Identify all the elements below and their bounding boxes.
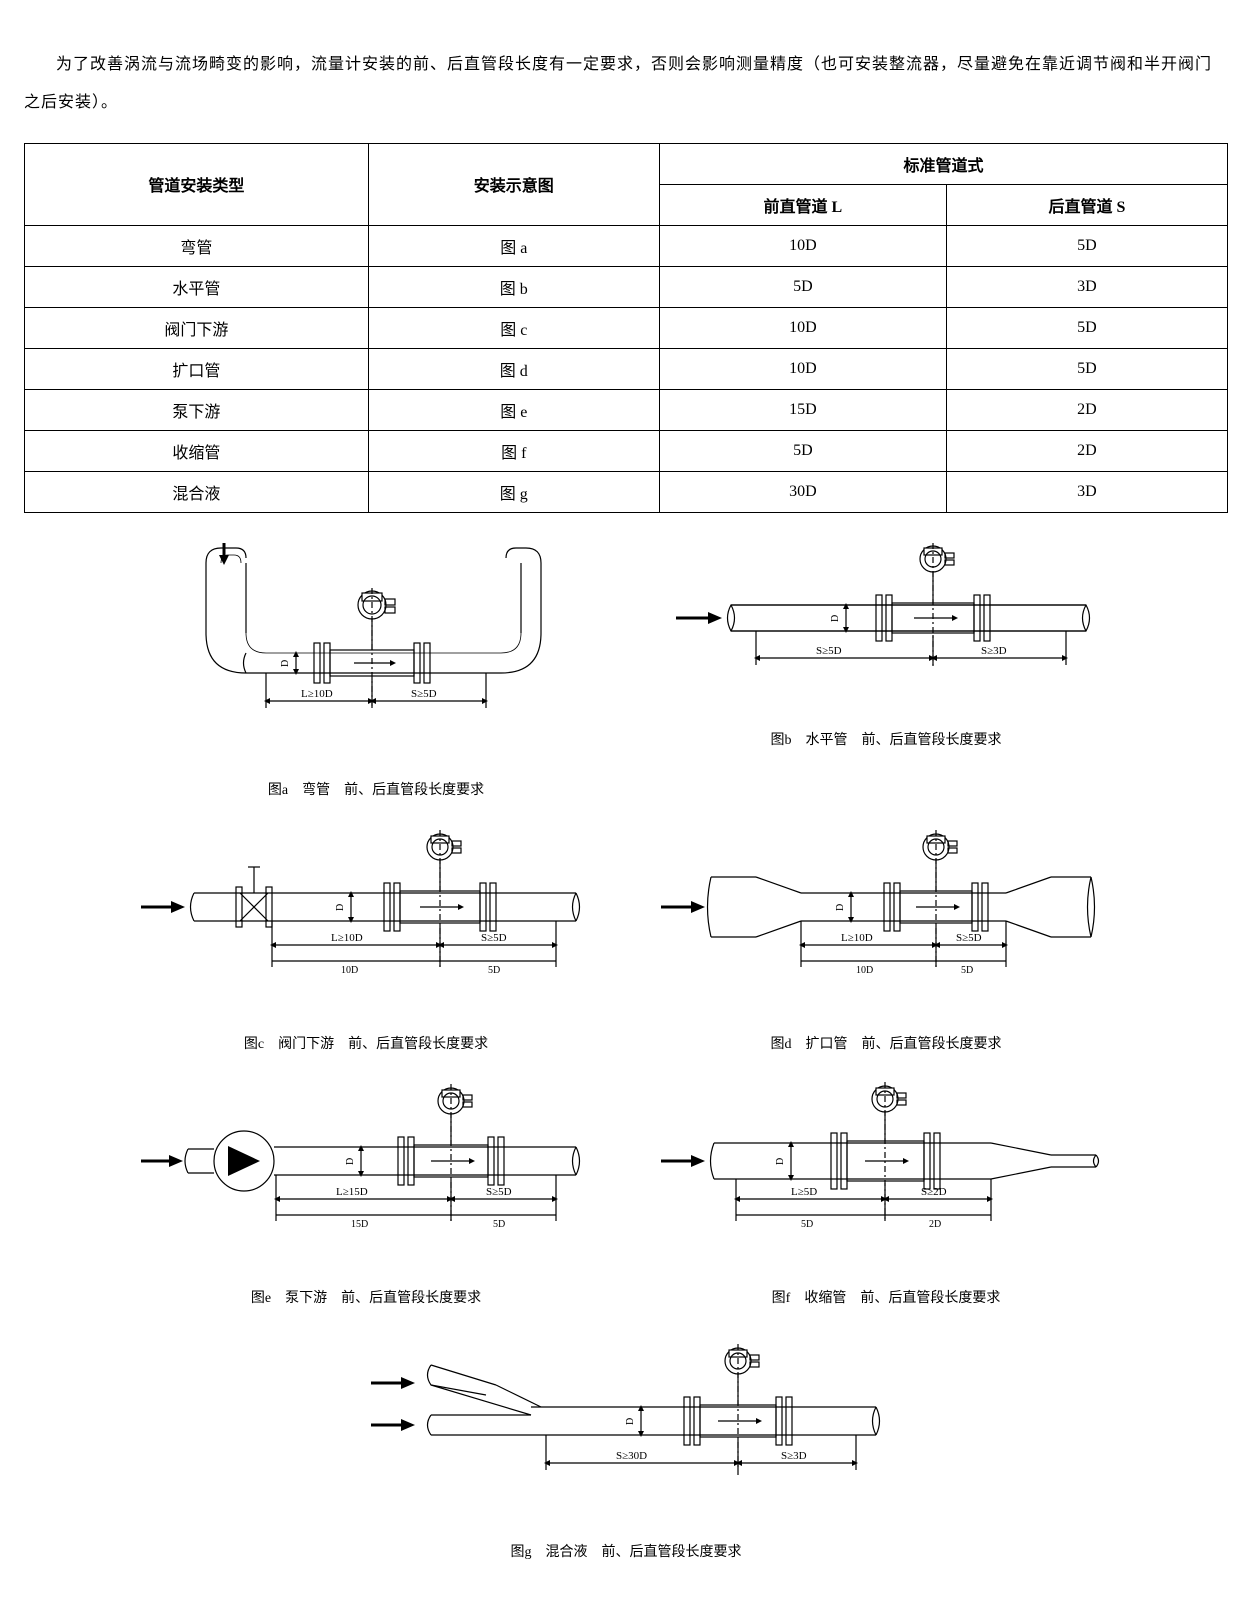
dim-c-L: L≥10D (331, 932, 363, 944)
caption-f: 图f 收缩管 前、后直管段长度要求 (656, 1287, 1116, 1307)
diagram-b: D S≥5D S≥3D 图b 水平管 前、后直管段长度要求 (666, 543, 1106, 817)
table-cell: 3D (946, 266, 1227, 307)
th-install-type: 管道安装类型 (25, 143, 369, 225)
th-front-L: 前直管道 L (659, 184, 946, 225)
table-cell: 图 f (368, 430, 659, 471)
dim-c-Ssub: 5D (488, 965, 500, 976)
table-cell: 10D (659, 307, 946, 348)
table-cell: 水平管 (25, 266, 369, 307)
intro-paragraph: 为了改善涡流与流场畸变的影响，流量计安装的前、后直管段长度有一定要求，否则会影响… (24, 46, 1228, 123)
table-row: 水平管图 b5D3D (25, 266, 1228, 307)
diagram-d: D L≥10D S≥5D 10D 5D (656, 827, 1116, 1071)
diagrams-area: D L≥10D S≥5D 图a 弯管 前、后直管段长度要求 (126, 543, 1126, 1579)
table-cell: 3D (946, 471, 1227, 512)
svg-text:D: D (280, 660, 291, 667)
dim-e-Lsub: 15D (351, 1219, 368, 1230)
pipe-table-body: 弯管图 a10D5D水平管图 b5D3D阀门下游图 c10D5D扩口管图 d10… (25, 225, 1228, 512)
dim-b-S: S≥3D (981, 645, 1007, 657)
table-cell: 30D (659, 471, 946, 512)
table-cell: 收缩管 (25, 430, 369, 471)
table-cell: 图 g (368, 471, 659, 512)
dim-g-S: S≥3D (781, 1450, 807, 1462)
diagram-f: D L≥5D S≥2D 5D 2D (656, 1081, 1116, 1325)
table-cell: 图 b (368, 266, 659, 307)
table-cell: 5D (946, 225, 1227, 266)
table-cell: 15D (659, 389, 946, 430)
table-cell: 2D (946, 389, 1227, 430)
table-cell: 阀门下游 (25, 307, 369, 348)
svg-text:D: D (775, 1158, 786, 1165)
dim-e-S: S≥5D (486, 1186, 512, 1198)
dim-a-L: L≥10D (301, 688, 333, 700)
table-cell: 2D (946, 430, 1227, 471)
th-rear-S: 后直管道 S (946, 184, 1227, 225)
table-cell: 图 e (368, 389, 659, 430)
diagram-a: D L≥10D S≥5D 图a 弯管 前、后直管段长度要求 (146, 543, 606, 817)
table-cell: 混合液 (25, 471, 369, 512)
dim-e-Ssub: 5D (493, 1219, 505, 1230)
dim-d-Lsub: 10D (856, 965, 873, 976)
svg-text:D: D (830, 615, 841, 622)
table-cell: 10D (659, 225, 946, 266)
caption-e: 图e 泵下游 前、后直管段长度要求 (136, 1287, 596, 1307)
dim-f-S: S≥2D (921, 1186, 947, 1198)
caption-a: 图a 弯管 前、后直管段长度要求 (146, 779, 606, 799)
dim-c-Lsub: 10D (341, 965, 358, 976)
svg-text:D: D (835, 904, 846, 911)
svg-text:D: D (625, 1418, 636, 1425)
dim-b-L: S≥5D (816, 645, 842, 657)
dim-f-Ssub: 2D (929, 1219, 941, 1230)
table-cell: 5D (659, 430, 946, 471)
table-cell: 5D (946, 307, 1227, 348)
table-cell: 5D (946, 348, 1227, 389)
table-cell: 图 d (368, 348, 659, 389)
table-row: 收缩管图 f5D2D (25, 430, 1228, 471)
pipe-install-table: 管道安装类型 安装示意图 标准管道式 前直管道 L 后直管道 S 弯管图 a10… (24, 143, 1228, 513)
svg-text:D: D (335, 904, 346, 911)
dim-c-S: S≥5D (481, 932, 507, 944)
table-cell: 图 a (368, 225, 659, 266)
table-cell: 扩口管 (25, 348, 369, 389)
dim-d-L: L≥10D (841, 932, 873, 944)
dim-g-L: S≥30D (616, 1450, 647, 1462)
table-cell: 图 c (368, 307, 659, 348)
table-cell: 弯管 (25, 225, 369, 266)
dim-d-S: S≥5D (956, 932, 982, 944)
table-row: 阀门下游图 c10D5D (25, 307, 1228, 348)
caption-g: 图g 混合液 前、后直管段长度要求 (346, 1541, 906, 1561)
table-row: 泵下游图 e15D2D (25, 389, 1228, 430)
diagram-e: D L≥15D S≥5D 15D 5D (136, 1081, 596, 1325)
table-cell: 泵下游 (25, 389, 369, 430)
table-cell: 10D (659, 348, 946, 389)
diagram-g: D S≥30D S≥3D 图g 混合液 前、后直管段长度要求 (346, 1335, 906, 1579)
table-row: 混合液图 g30D3D (25, 471, 1228, 512)
caption-c: 图c 阀门下游 前、后直管段长度要求 (136, 1033, 596, 1053)
th-install-fig: 安装示意图 (368, 143, 659, 225)
table-row: 弯管图 a10D5D (25, 225, 1228, 266)
caption-b: 图b 水平管 前、后直管段长度要求 (666, 729, 1106, 749)
table-cell: 5D (659, 266, 946, 307)
caption-d: 图d 扩口管 前、后直管段长度要求 (656, 1033, 1116, 1053)
dim-f-Lsub: 5D (801, 1219, 813, 1230)
dim-a-S: S≥5D (411, 688, 437, 700)
diagram-c: D L≥10D S≥5D 10D 5D (136, 827, 596, 1071)
th-standard-pipe: 标准管道式 (659, 143, 1227, 184)
dim-d-Ssub: 5D (961, 965, 973, 976)
dim-f-L: L≥5D (791, 1186, 817, 1198)
dim-e-L: L≥15D (336, 1186, 368, 1198)
svg-text:D: D (345, 1158, 356, 1165)
table-row: 扩口管图 d10D5D (25, 348, 1228, 389)
